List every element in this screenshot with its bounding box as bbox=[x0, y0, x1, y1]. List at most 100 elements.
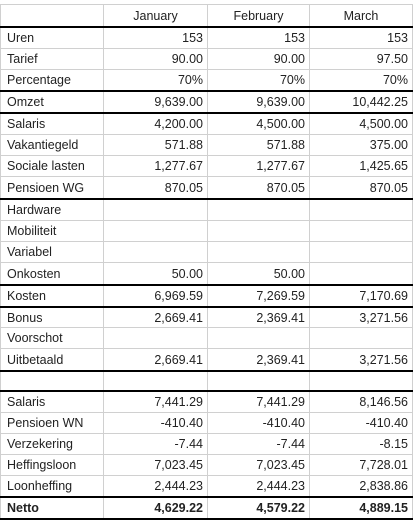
cell-january[interactable]: 4,629.22 bbox=[104, 498, 208, 518]
row-label[interactable]: Verzekering bbox=[0, 434, 104, 454]
cell-march[interactable]: 8,146.56 bbox=[310, 392, 413, 412]
header-cell-february[interactable]: February bbox=[208, 5, 310, 26]
row-label[interactable]: Loonheffing bbox=[0, 476, 104, 496]
row-label[interactable]: Omzet bbox=[0, 92, 104, 112]
row-label[interactable]: Salaris bbox=[0, 114, 104, 134]
row-label[interactable]: Heffingsloon bbox=[0, 455, 104, 475]
cell-january[interactable]: 9,639.00 bbox=[104, 92, 208, 112]
cell-february[interactable]: 4,579.22 bbox=[208, 498, 310, 518]
cell-february[interactable]: 870.05 bbox=[208, 177, 310, 198]
row-label[interactable]: Sociale lasten bbox=[0, 156, 104, 176]
cell-march[interactable]: -410.40 bbox=[310, 413, 413, 433]
row-label[interactable]: Salaris bbox=[0, 392, 104, 412]
cell-january[interactable]: 2,669.41 bbox=[104, 349, 208, 370]
row-label[interactable]: Variabel bbox=[0, 242, 104, 262]
cell-february[interactable]: 7,023.45 bbox=[208, 455, 310, 475]
cell-january[interactable]: 70% bbox=[104, 70, 208, 90]
cell-march[interactable] bbox=[310, 200, 413, 220]
cell-march[interactable]: 4,889.15 bbox=[310, 498, 413, 518]
cell-january[interactable] bbox=[104, 328, 208, 348]
header-cell-march[interactable]: March bbox=[310, 5, 413, 26]
cell-january[interactable]: 7,441.29 bbox=[104, 392, 208, 412]
cell-january[interactable]: 2,444.23 bbox=[104, 476, 208, 496]
cell-march[interactable] bbox=[310, 242, 413, 262]
cell-march[interactable]: 3,271.56 bbox=[310, 308, 413, 327]
cell-january[interactable] bbox=[104, 242, 208, 262]
cell-march[interactable] bbox=[310, 372, 413, 390]
cell-march[interactable]: 7,728.01 bbox=[310, 455, 413, 475]
cell-march[interactable]: 375.00 bbox=[310, 135, 413, 155]
row-label[interactable] bbox=[0, 372, 104, 390]
row-label[interactable]: Voorschot bbox=[0, 328, 104, 348]
row-label[interactable]: Percentage bbox=[0, 70, 104, 90]
cell-march[interactable] bbox=[310, 263, 413, 284]
header-cell-january[interactable]: January bbox=[104, 5, 208, 26]
row-label[interactable]: Bonus bbox=[0, 308, 104, 327]
row-label[interactable]: Tarief bbox=[0, 49, 104, 69]
cell-january[interactable]: 153 bbox=[104, 28, 208, 48]
cell-january[interactable] bbox=[104, 200, 208, 220]
row-label[interactable]: Pensioen WN bbox=[0, 413, 104, 433]
cell-february[interactable]: 571.88 bbox=[208, 135, 310, 155]
cell-february[interactable]: 9,639.00 bbox=[208, 92, 310, 112]
cell-february[interactable] bbox=[208, 242, 310, 262]
row-netto: Netto 4,629.22 4,579.22 4,889.15 bbox=[0, 496, 413, 520]
cell-march[interactable]: 97.50 bbox=[310, 49, 413, 69]
header-cell-label[interactable] bbox=[0, 5, 104, 26]
cell-february[interactable]: 50.00 bbox=[208, 263, 310, 284]
row-label[interactable]: Pensioen WG bbox=[0, 177, 104, 198]
row-variabel: Variabel bbox=[0, 241, 413, 262]
cell-march[interactable]: -8.15 bbox=[310, 434, 413, 454]
cell-march[interactable]: 2,838.86 bbox=[310, 476, 413, 496]
row-uren: Uren 153 153 153 bbox=[0, 26, 413, 48]
cell-february[interactable]: -7.44 bbox=[208, 434, 310, 454]
cell-february[interactable]: -410.40 bbox=[208, 413, 310, 433]
cell-february[interactable]: 2,444.23 bbox=[208, 476, 310, 496]
cell-march[interactable]: 870.05 bbox=[310, 177, 413, 198]
cell-march[interactable]: 70% bbox=[310, 70, 413, 90]
cell-march[interactable]: 4,500.00 bbox=[310, 114, 413, 134]
row-label[interactable]: Uren bbox=[0, 28, 104, 48]
cell-february[interactable] bbox=[208, 328, 310, 348]
row-label[interactable]: Netto bbox=[0, 498, 104, 518]
cell-march[interactable]: 3,271.56 bbox=[310, 349, 413, 370]
cell-february[interactable] bbox=[208, 221, 310, 241]
cell-march[interactable]: 1,425.65 bbox=[310, 156, 413, 176]
cell-february[interactable]: 70% bbox=[208, 70, 310, 90]
cell-january[interactable]: -410.40 bbox=[104, 413, 208, 433]
row-label[interactable]: Uitbetaald bbox=[0, 349, 104, 370]
cell-january[interactable]: -7.44 bbox=[104, 434, 208, 454]
row-label[interactable]: Mobiliteit bbox=[0, 221, 104, 241]
cell-january[interactable]: 4,200.00 bbox=[104, 114, 208, 134]
cell-february[interactable]: 2,369.41 bbox=[208, 349, 310, 370]
cell-january[interactable] bbox=[104, 372, 208, 390]
row-label[interactable]: Vakantiegeld bbox=[0, 135, 104, 155]
cell-february[interactable]: 90.00 bbox=[208, 49, 310, 69]
cell-january[interactable]: 1,277.67 bbox=[104, 156, 208, 176]
cell-march[interactable]: 7,170.69 bbox=[310, 286, 413, 306]
row-tarief: Tarief 90.00 90.00 97.50 bbox=[0, 48, 413, 69]
cell-march[interactable] bbox=[310, 221, 413, 241]
cell-march[interactable]: 10,442.25 bbox=[310, 92, 413, 112]
cell-february[interactable]: 4,500.00 bbox=[208, 114, 310, 134]
cell-january[interactable]: 6,969.59 bbox=[104, 286, 208, 306]
cell-february[interactable] bbox=[208, 372, 310, 390]
row-label[interactable]: Hardware bbox=[0, 200, 104, 220]
cell-february[interactable]: 2,369.41 bbox=[208, 308, 310, 327]
cell-january[interactable]: 870.05 bbox=[104, 177, 208, 198]
cell-february[interactable]: 153 bbox=[208, 28, 310, 48]
cell-february[interactable]: 7,269.59 bbox=[208, 286, 310, 306]
cell-march[interactable]: 153 bbox=[310, 28, 413, 48]
cell-february[interactable]: 7,441.29 bbox=[208, 392, 310, 412]
cell-january[interactable]: 7,023.45 bbox=[104, 455, 208, 475]
cell-january[interactable]: 50.00 bbox=[104, 263, 208, 284]
cell-january[interactable]: 90.00 bbox=[104, 49, 208, 69]
cell-march[interactable] bbox=[310, 328, 413, 348]
cell-february[interactable] bbox=[208, 200, 310, 220]
cell-february[interactable]: 1,277.67 bbox=[208, 156, 310, 176]
cell-january[interactable] bbox=[104, 221, 208, 241]
cell-january[interactable]: 2,669.41 bbox=[104, 308, 208, 327]
row-label[interactable]: Kosten bbox=[0, 286, 104, 306]
cell-january[interactable]: 571.88 bbox=[104, 135, 208, 155]
row-label[interactable]: Onkosten bbox=[0, 263, 104, 284]
